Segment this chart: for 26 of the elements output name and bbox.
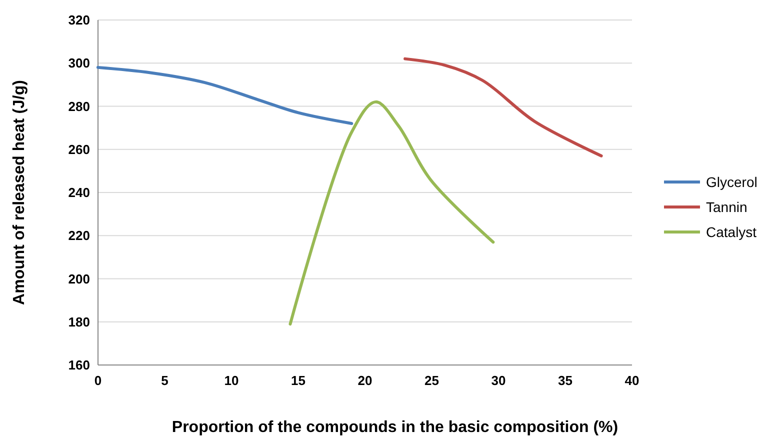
x-tick-label: 10 — [224, 373, 239, 388]
x-tick-label: 30 — [491, 373, 506, 388]
y-tick-label: 160 — [68, 358, 90, 373]
x-tick-label: 20 — [358, 373, 372, 388]
legend-label: Catalyst — [706, 224, 757, 240]
x-tick-label: 35 — [558, 373, 572, 388]
y-tick-label: 220 — [68, 228, 90, 244]
line-series — [404, 57, 603, 158]
legend-label: Tannin — [706, 198, 748, 215]
line-series — [288, 100, 495, 326]
y-tick-label: 280 — [68, 98, 90, 114]
x-tick-label: 40 — [624, 373, 640, 388]
y-tick-label: 300 — [68, 56, 90, 71]
x-axis-title: Proportion of the compounds in the basic composition (%) — [172, 419, 618, 436]
x-tick-label: 5 — [161, 373, 168, 388]
y-tick-label: 200 — [68, 271, 90, 286]
y-axis-title: Amount of released heat (J/g) — [11, 80, 28, 305]
y-tick-label: 320 — [68, 12, 90, 28]
x-tick-label: 25 — [424, 373, 439, 388]
line-series — [96, 66, 354, 125]
y-tick-label: 240 — [68, 185, 90, 200]
legend-label: Glycerol — [706, 174, 758, 190]
x-tick-label: 0 — [94, 373, 102, 388]
x-tick-label: 15 — [291, 373, 306, 388]
y-tick-label: 260 — [68, 142, 90, 157]
y-tick-label: 180 — [68, 314, 90, 330]
